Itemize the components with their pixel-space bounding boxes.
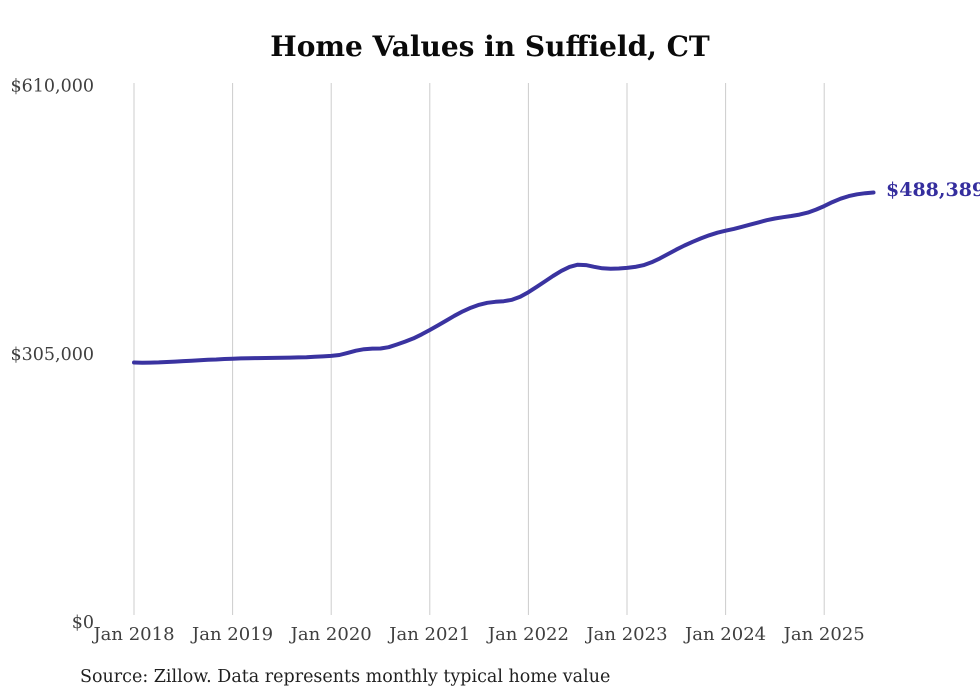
x-tick-label: Jan 2023 — [584, 624, 667, 645]
x-tick-label: Jan 2020 — [289, 624, 372, 645]
y-tick-label: $305,000 — [10, 345, 94, 365]
x-tick-label: Jan 2018 — [91, 624, 174, 645]
x-tick-label: Jan 2022 — [486, 624, 569, 645]
y-tick-label: $610,000 — [10, 77, 94, 97]
latest-value-label: $488,389 — [886, 179, 980, 201]
source-note: Source: Zillow. Data represents monthly … — [80, 667, 611, 687]
x-tick-label: Jan 2019 — [190, 624, 273, 645]
x-tick-label: Jan 2025 — [782, 624, 865, 645]
x-tick-label: Jan 2021 — [387, 624, 470, 645]
y-tick-label: $0 — [72, 613, 94, 633]
home-value-line — [132, 190, 876, 365]
x-tick-label: Jan 2024 — [683, 624, 766, 645]
chart-title: Home Values in Suffield, CT — [270, 30, 710, 63]
